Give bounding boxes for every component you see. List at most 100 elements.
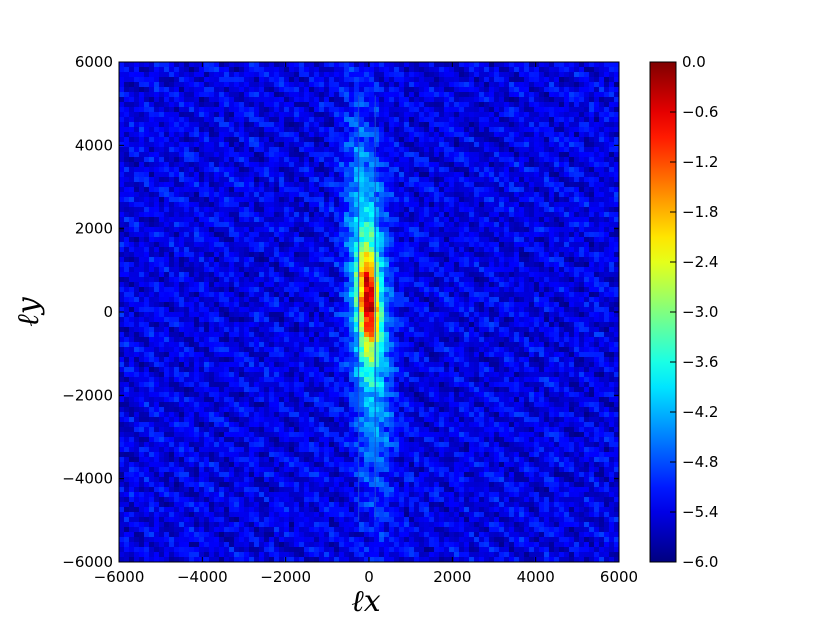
heatmap-cell: [424, 307, 430, 313]
heatmap-cell: [289, 142, 295, 148]
heatmap-cell: [394, 282, 400, 288]
heatmap-cell: [234, 152, 240, 158]
heatmap-cell: [589, 232, 595, 238]
heatmap-cell: [349, 147, 355, 153]
heatmap-cell: [369, 77, 375, 83]
heatmap-cell: [444, 127, 450, 133]
heatmap-cell: [284, 162, 290, 168]
heatmap-cell: [399, 237, 405, 243]
heatmap-cell: [264, 207, 270, 213]
heatmap-cell: [524, 197, 530, 203]
heatmap-cell: [224, 167, 230, 173]
heatmap-cell: [414, 242, 420, 248]
heatmap-cell: [404, 197, 410, 203]
heatmap-cell: [159, 307, 165, 313]
heatmap-cell: [119, 92, 125, 98]
heatmap-cell: [199, 147, 205, 153]
heatmap-cell: [139, 222, 145, 228]
heatmap-cell: [499, 162, 505, 168]
heatmap-cell: [244, 72, 250, 78]
heatmap-cell: [559, 162, 565, 168]
heatmap-cell: [484, 157, 490, 163]
heatmap-cell: [289, 287, 295, 293]
heatmap-cell: [384, 252, 390, 258]
heatmap-cell: [139, 257, 145, 263]
heatmap-cell: [239, 202, 245, 208]
heatmap-cell: [554, 177, 560, 183]
heatmap-cell: [309, 137, 315, 143]
heatmap-cell: [344, 132, 350, 138]
heatmap-cell: [409, 297, 415, 303]
heatmap-cell: [439, 262, 445, 268]
heatmap-cell: [209, 307, 215, 313]
heatmap-cell: [229, 202, 235, 208]
heatmap-cell: [324, 197, 330, 203]
heatmap-cell: [339, 92, 345, 98]
heatmap-cell: [514, 82, 520, 88]
heatmap-cell: [164, 257, 170, 263]
heatmap-cell: [539, 72, 545, 78]
heatmap-cell: [509, 127, 515, 133]
heatmap-cell: [504, 72, 510, 78]
heatmap-cell: [504, 232, 510, 238]
heatmap-cell: [174, 82, 180, 88]
heatmap-cell: [274, 67, 280, 73]
heatmap-cell: [319, 257, 325, 263]
heatmap-cell: [389, 242, 395, 248]
heatmap-cell: [369, 267, 375, 273]
heatmap-cell: [364, 277, 370, 283]
heatmap-cell: [149, 97, 155, 103]
heatmap-cell: [129, 292, 135, 298]
heatmap-cell: [284, 92, 290, 98]
heatmap-cell: [139, 122, 145, 128]
heatmap-cell: [134, 217, 140, 223]
heatmap-cell: [334, 162, 340, 168]
heatmap-cell: [594, 187, 600, 193]
heatmap-cell: [594, 67, 600, 73]
heatmap-cell: [594, 192, 600, 198]
heatmap-cell: [509, 287, 515, 293]
heatmap-cell: [524, 107, 530, 113]
heatmap-cell: [129, 237, 135, 243]
heatmap-cell: [199, 287, 205, 293]
heatmap-cell: [429, 262, 435, 268]
heatmap-cell: [519, 277, 525, 283]
heatmap-cell: [424, 137, 430, 143]
heatmap-cell: [569, 87, 575, 93]
heatmap-cell: [224, 142, 230, 148]
heatmap-cell: [169, 227, 175, 233]
heatmap-cell: [379, 187, 385, 193]
heatmap-cell: [599, 72, 605, 78]
heatmap-cell: [549, 102, 555, 108]
heatmap-cell: [234, 192, 240, 198]
heatmap-cell: [274, 307, 280, 313]
heatmap-cell: [234, 112, 240, 118]
heatmap-cell: [479, 282, 485, 288]
heatmap-cell: [199, 172, 205, 178]
heatmap-cell: [264, 277, 270, 283]
heatmap-cell: [574, 282, 580, 288]
heatmap-cell: [404, 102, 410, 108]
heatmap-cell: [364, 207, 370, 213]
heatmap-cell: [434, 177, 440, 183]
heatmap-cell: [354, 127, 360, 133]
heatmap-cell: [464, 217, 470, 223]
heatmap-cell: [179, 137, 185, 143]
heatmap-cell: [134, 97, 140, 103]
heatmap-cell: [414, 287, 420, 293]
heatmap-cell: [459, 167, 465, 173]
heatmap-cell: [309, 217, 315, 223]
heatmap-cell: [409, 252, 415, 258]
heatmap-cell: [239, 307, 245, 313]
heatmap-cell: [479, 287, 485, 293]
heatmap-cell: [134, 307, 140, 313]
heatmap-cell: [504, 167, 510, 173]
heatmap-cell: [589, 137, 595, 143]
heatmap-cell: [354, 192, 360, 198]
heatmap-cell: [474, 177, 480, 183]
heatmap-cell: [424, 272, 430, 278]
heatmap-cell: [124, 222, 130, 228]
heatmap-cell: [364, 272, 370, 278]
heatmap-cell: [184, 252, 190, 258]
heatmap-cell: [389, 197, 395, 203]
